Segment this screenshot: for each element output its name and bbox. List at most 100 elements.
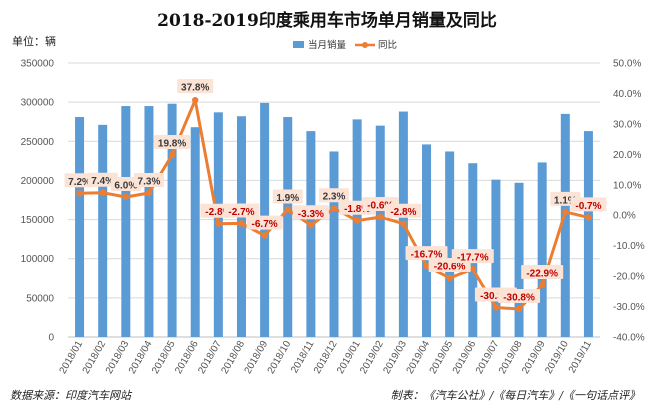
- yoy-label-2019/04: -16.7%: [405, 246, 448, 261]
- y-right-tick-label: 40.0%: [613, 89, 641, 100]
- yoy-point-2019/05: [446, 274, 453, 282]
- bar-2019/01: [352, 119, 362, 337]
- bar-2018/04: [144, 106, 154, 337]
- x-tick-label: 2019/11: [567, 339, 594, 376]
- y-right-tick-label: 30.0%: [613, 119, 641, 130]
- bar-2019/07: [491, 179, 501, 337]
- yoy-label-box: [87, 172, 118, 187]
- credit-note: 制表：《汽车公社》/《每日汽车》/《一句话点评》: [391, 389, 640, 402]
- y-left-tick-label: 100000: [21, 254, 55, 265]
- yoy-label-2018/06: 37.8%: [177, 79, 214, 94]
- yoy-label-2018/10: 1.9%: [272, 189, 303, 204]
- yoy-label-box: [451, 249, 494, 264]
- chart-title: 2018-2019印度乘用车市场单月销量及同比: [157, 10, 497, 31]
- yoy-label-box: [177, 79, 214, 94]
- yoy-label-text: -22.9%: [526, 268, 558, 279]
- legend-bar-label: 当月销量: [308, 39, 347, 51]
- yoy-label-box: [154, 134, 191, 149]
- y-left-tick-label: 0: [48, 333, 54, 344]
- yoy-label-2018/03: 6.0%: [110, 176, 141, 191]
- bar-2018/03: [121, 106, 131, 337]
- yoy-label-text: 7.4%: [91, 176, 114, 187]
- yoy-label-box: [272, 189, 303, 204]
- yoy-label-text: -20.6%: [434, 261, 466, 272]
- bar-2019/02: [375, 125, 385, 337]
- y-right-tick-label: -40.0%: [613, 333, 645, 344]
- y-left-tick-label: 300000: [21, 98, 55, 109]
- yoy-label-2018/12: 2.3%: [319, 188, 349, 203]
- yoy-point-2018/07: [215, 220, 222, 227]
- yoy-label-text: 1.9%: [276, 193, 299, 204]
- yoy-label-box: [498, 288, 541, 303]
- yoy-point-2019/04: [423, 262, 430, 270]
- yoy-label-text: 37.8%: [181, 83, 209, 94]
- yoy-label-text: -3.3%: [298, 209, 324, 220]
- yoy-label-text: 7.2%: [68, 177, 91, 188]
- yoy-label-2018/05: 19.8%: [154, 134, 191, 149]
- yoy-label-box: [385, 203, 422, 218]
- right-axis-ticks: -40.0% -30.0% -20.0% -10.0% 0.0% 10.0% 20.0% 30…: [613, 59, 645, 344]
- x-axis-ticks: 2018/012018/022018/032018/042018/052018/…: [58, 339, 595, 376]
- yoy-label-text: 2.3%: [323, 192, 346, 203]
- y-left-tick-label: 200000: [21, 176, 55, 187]
- legend-line-label: 同比: [378, 39, 397, 51]
- yoy-label-text: -30.8%: [503, 292, 535, 303]
- yoy-point-2018/03: [122, 193, 130, 201]
- yoy-point-2019/11: [585, 214, 592, 221]
- yoy-point-2019/06: [469, 265, 476, 273]
- yoy-label-text: -17.7%: [457, 253, 489, 264]
- yoy-label-2018/11: -3.3%: [292, 205, 329, 220]
- yoy-label-2019/08: -30.8%: [498, 288, 541, 303]
- yoy-point-2018/10: [284, 206, 291, 213]
- yoy-label-2018/04: 7.3%: [133, 172, 164, 187]
- yoy-point-2018/12: [330, 205, 338, 212]
- unit-label: 单位：辆: [12, 34, 56, 48]
- yoy-point-2018/09: [261, 232, 268, 239]
- yoy-label-box: [110, 176, 141, 191]
- legend: 当月销量 同比: [293, 39, 397, 51]
- y-left-tick-label: 50000: [26, 293, 54, 304]
- y-right-tick-label: 50.0%: [613, 59, 641, 70]
- yoy-label-box: [570, 197, 607, 212]
- yoy-label-2018/01: 7.2%: [64, 173, 95, 188]
- yoy-label-text: 7.3%: [138, 176, 161, 187]
- source-note: 数据来源：印度汽车网站: [10, 389, 133, 402]
- yoy-point-2019/01: [353, 217, 361, 224]
- yoy-label-2019/03: -2.8%: [385, 203, 422, 218]
- yoy-point-2019/10: [562, 208, 569, 216]
- yoy-label-2019/06: -17.7%: [451, 249, 494, 264]
- bar-2018/11: [306, 131, 316, 337]
- line-markers: [76, 96, 592, 313]
- yoy-point-2018/05: [168, 151, 176, 159]
- bar-2018/06: [190, 127, 200, 338]
- yoy-label-box: [133, 172, 164, 187]
- yoy-label-2018/08: -2.7%: [223, 203, 260, 218]
- bar-2019/10: [560, 113, 570, 337]
- bar-2019/04: [422, 144, 432, 337]
- yoy-label-box: [521, 264, 564, 279]
- y-right-tick-label: 0.0%: [613, 211, 636, 222]
- yoy-label-box: [405, 246, 448, 261]
- yoy-label-box: [223, 203, 260, 218]
- yoy-label-box: [319, 188, 349, 203]
- yoy-label-text: 6.0%: [114, 180, 137, 191]
- bar-2018/01: [75, 117, 85, 337]
- yoy-label-text: -0.7%: [575, 201, 601, 212]
- bar-2019/11: [583, 131, 593, 337]
- yoy-point-2018/02: [99, 189, 106, 196]
- yoy-point-2018/08: [238, 220, 245, 227]
- y-right-tick-label: -10.0%: [613, 241, 645, 252]
- yoy-label-text: -30.3%: [480, 291, 512, 302]
- bar-2019/05: [445, 151, 455, 337]
- bar-2019/09: [537, 162, 547, 337]
- yoy-label-text: -16.7%: [411, 250, 443, 261]
- y-right-tick-label: 20.0%: [613, 150, 641, 161]
- data-labels: 7.2% 7.4% 6.0% 7.3%19.8%37.8%-2.8%-2.7%-6.7…: [64, 79, 607, 303]
- yoy-point-2019/02: [377, 213, 384, 221]
- yoy-label-text: -1.8%: [344, 204, 370, 215]
- yoy-point-2018/04: [145, 189, 153, 197]
- bar-2018/05: [167, 103, 177, 337]
- yoy-point-2018/01: [76, 190, 83, 197]
